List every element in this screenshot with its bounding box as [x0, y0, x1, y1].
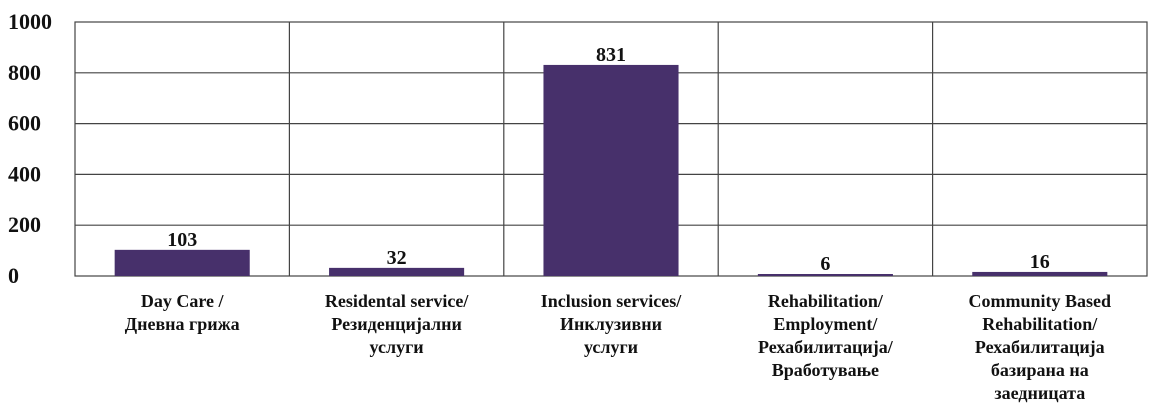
x-category-label-line: Employment/	[773, 314, 878, 334]
x-category-label: Rehabilitation/Employment/Рехабилитација…	[720, 290, 930, 382]
bar	[543, 64, 679, 277]
x-category-label-line: Day Care /	[140, 291, 224, 311]
y-tick-label: 200	[8, 212, 41, 237]
data-label: 103	[167, 229, 197, 251]
x-category-label-line: Рехабилитација	[974, 337, 1105, 357]
x-category-label: Inclusion services/Инклузивни услуги	[506, 290, 716, 359]
y-tick-label: 400	[8, 161, 41, 186]
x-category-label-line: Rehabilitation/	[767, 291, 883, 311]
x-category-label-line: Резиденцијални	[331, 314, 462, 334]
x-category-label: Day Care / Дневна грижа	[77, 290, 287, 336]
bar	[757, 274, 893, 276]
bar	[114, 249, 250, 276]
x-category-label-line: базирана на	[990, 360, 1089, 380]
data-label: 16	[1030, 251, 1050, 273]
x-category-label-line: Инклузивни	[560, 314, 662, 334]
data-label: 831	[596, 44, 626, 66]
x-category-label-line: Rehabilitation/	[982, 314, 1098, 334]
y-axis: 0 200 400 600 800 1000	[8, 9, 52, 288]
bar	[972, 271, 1108, 276]
x-category-label-line: Community Based	[968, 291, 1112, 311]
x-category-label-line: Inclusion services/	[540, 291, 682, 311]
x-category-label-line: Дневна грижа	[124, 314, 240, 334]
x-category-label-line: услуги	[369, 337, 424, 357]
x-category-label-line: Вработување	[771, 360, 879, 380]
x-category-label: Community Based Rehabilitation/Рехабилита…	[935, 290, 1145, 405]
x-category-label-line: заедницата	[994, 383, 1086, 403]
bars	[114, 64, 1108, 277]
data-labels: 103 32 831 6 16	[167, 44, 1050, 275]
y-tick-label: 1000	[8, 9, 52, 34]
data-label: 32	[387, 247, 407, 269]
bar	[329, 267, 465, 276]
y-tick-label: 600	[8, 111, 41, 136]
x-category-label: Residental service/Резиденцијални услуги	[292, 290, 502, 359]
y-tick-label: 800	[8, 60, 41, 85]
y-tick-label: 0	[8, 263, 19, 288]
x-category-label-line: услуги	[583, 337, 639, 357]
data-label: 6	[820, 253, 830, 275]
x-category-label-line: Residental service/	[324, 291, 469, 311]
x-category-label-line: Рехабилитација/	[757, 337, 893, 357]
